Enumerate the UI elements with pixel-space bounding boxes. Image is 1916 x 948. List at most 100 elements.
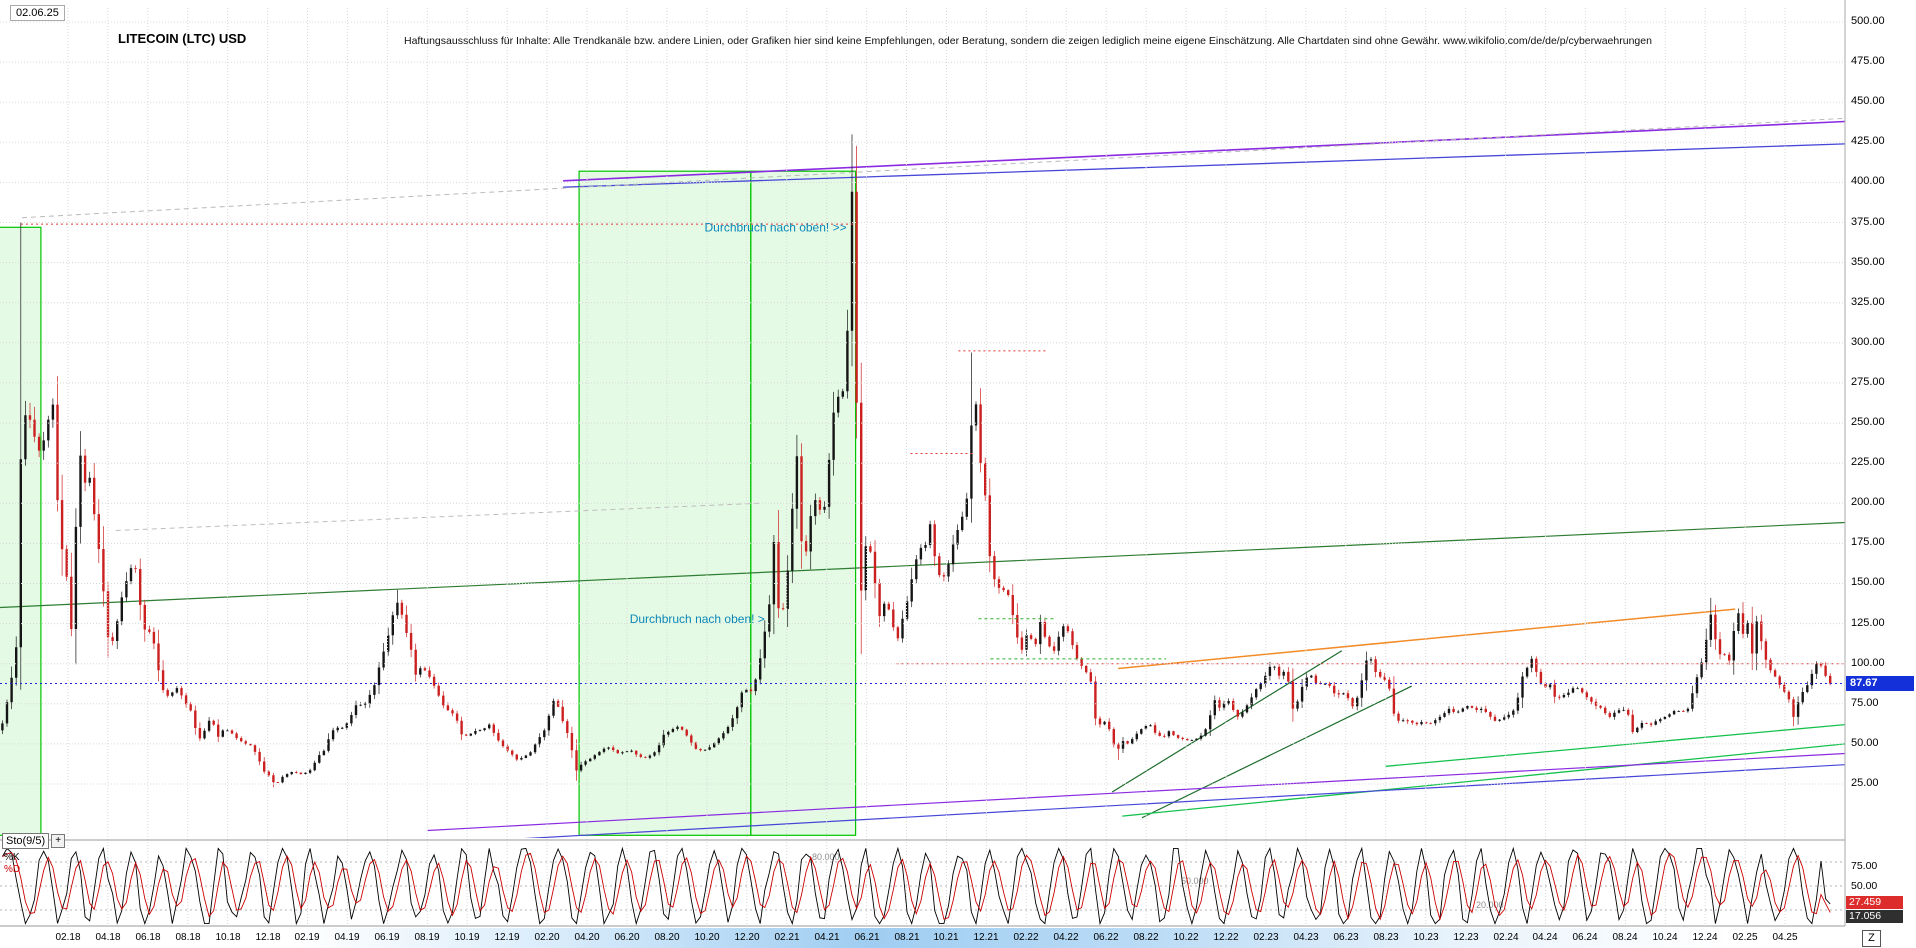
date-axis-label: 02.24 bbox=[1493, 932, 1519, 943]
trendline-green-long[interactable] bbox=[0, 521, 1845, 609]
zoom-reset-button[interactable]: Z bbox=[1862, 930, 1881, 947]
date-axis-label: 06.23 bbox=[1333, 932, 1359, 943]
price-axis-label: 275.00 bbox=[1851, 376, 1885, 388]
trendline-darkgreen-steep-2[interactable] bbox=[1141, 685, 1412, 819]
price-axis-label: 400.00 bbox=[1851, 175, 1885, 187]
price-axis-label: 50.00 bbox=[1851, 737, 1879, 749]
date-axis-label: 04.18 bbox=[95, 932, 121, 943]
date-axis-label: 06.19 bbox=[374, 932, 400, 943]
highlight-box-2020-accumulation bbox=[578, 170, 752, 836]
trendline-violet-upper[interactable] bbox=[563, 120, 1845, 182]
date-axis-label: 04.22 bbox=[1053, 932, 1079, 943]
date-axis-label: 04.24 bbox=[1532, 932, 1558, 943]
date-axis-label: 02.20 bbox=[534, 932, 560, 943]
date-axis-label: 10.19 bbox=[454, 932, 480, 943]
stochastic-axis-label: 75.00 bbox=[1851, 860, 1878, 872]
stochastic-d-value-badge: 17.056 bbox=[1846, 910, 1903, 923]
support-brightgreen-2[interactable] bbox=[1385, 723, 1845, 767]
price-axis-label: 450.00 bbox=[1851, 95, 1885, 107]
stochastic-k-value-badge: 27.459 bbox=[1846, 896, 1903, 909]
date-axis-label: 08.23 bbox=[1373, 932, 1399, 943]
price-axis-label: 25.00 bbox=[1851, 777, 1879, 789]
date-stamp: 02.06.25 bbox=[10, 5, 65, 21]
price-axis-label: 225.00 bbox=[1851, 456, 1885, 468]
price-axis-label: 250.00 bbox=[1851, 416, 1885, 428]
date-axis-label: 06.24 bbox=[1572, 932, 1598, 943]
date-axis-label: 08.22 bbox=[1133, 932, 1159, 943]
stochastic-k-line bbox=[2, 846, 1831, 926]
price-axis-label: 425.00 bbox=[1851, 135, 1885, 147]
date-axis-label: 10.23 bbox=[1413, 932, 1439, 943]
candle-wicks-down bbox=[29, 145, 1831, 788]
current-price-marker: 87.67 bbox=[1846, 676, 1914, 691]
candlestick-series-down bbox=[28, 191, 1832, 783]
price-axis-label: 100.00 bbox=[1851, 657, 1885, 669]
price-axis-label: 325.00 bbox=[1851, 296, 1885, 308]
highlight-box-2021-runup bbox=[750, 170, 857, 836]
price-axis[interactable]: 500.00 475.00 450.00 425.00 400.00 375.00 350.… bbox=[1846, 0, 1916, 948]
indicator-settings-icon[interactable]: + bbox=[51, 834, 66, 848]
stochastic-header: Sto(9/5) + bbox=[2, 833, 66, 849]
date-axis-label: 02.25 bbox=[1732, 932, 1758, 943]
price-axis-label: 200.00 bbox=[1851, 496, 1885, 508]
date-axis-label: 12.23 bbox=[1453, 932, 1479, 943]
stochastic-guide-label: 50.000 bbox=[1181, 876, 1209, 886]
date-axis-scrollbar[interactable]: 02.18 04.18 06.18 08.18 10.18 12.18 02.19 04.19… bbox=[0, 928, 1845, 948]
date-axis-label: 02.22 bbox=[1013, 932, 1039, 943]
stochastic-axis-label: 50.00 bbox=[1851, 880, 1878, 892]
support-violet-long[interactable] bbox=[427, 752, 1845, 832]
date-axis-label: 06.20 bbox=[614, 932, 640, 943]
price-axis-label: 150.00 bbox=[1851, 576, 1885, 588]
date-axis-label: 10.21 bbox=[933, 932, 959, 943]
current-price-value: 87.67 bbox=[1850, 677, 1878, 689]
trendline-darkgreen-steep-1[interactable] bbox=[1111, 650, 1343, 793]
date-axis-label: 08.20 bbox=[654, 932, 680, 943]
date-axis-label: 04.25 bbox=[1772, 932, 1798, 943]
gridlines bbox=[0, 8, 1845, 926]
date-axis-label: 12.19 bbox=[494, 932, 520, 943]
date-axis-label: 12.20 bbox=[734, 932, 760, 943]
plot-area[interactable] bbox=[0, 117, 1845, 840]
percent-k-label: %K bbox=[4, 852, 20, 863]
percent-d-label: %D bbox=[4, 864, 21, 875]
date-axis-label: 04.21 bbox=[814, 932, 840, 943]
date-axis-label: 02.23 bbox=[1253, 932, 1279, 943]
date-axis-label: 04.23 bbox=[1293, 932, 1319, 943]
date-axis-label: 02.19 bbox=[294, 932, 320, 943]
trendline-orange[interactable] bbox=[1118, 608, 1736, 670]
price-axis-label: 475.00 bbox=[1851, 55, 1885, 67]
price-axis-label: 75.00 bbox=[1851, 697, 1879, 709]
date-axis-label: 08.21 bbox=[894, 932, 920, 943]
support-blue-long[interactable] bbox=[497, 764, 1845, 840]
date-axis-label: 02.21 bbox=[774, 932, 800, 943]
date-axis-label: 06.22 bbox=[1093, 932, 1119, 943]
price-axis-label: 375.00 bbox=[1851, 216, 1885, 228]
date-axis-label: 06.21 bbox=[854, 932, 880, 943]
date-axis-label: 10.18 bbox=[215, 932, 241, 943]
disclaimer-text: Haftungsausschluss für Inhalte: Alle Tre… bbox=[404, 35, 1652, 47]
date-axis-label: 08.19 bbox=[414, 932, 440, 943]
trendline-blue-upper[interactable] bbox=[563, 143, 1845, 188]
breakout-annotation: Durchbruch nach oben! >> bbox=[704, 220, 846, 234]
support-brightgreen-1[interactable] bbox=[1122, 743, 1845, 817]
date-axis-label: 04.20 bbox=[574, 932, 600, 943]
price-axis-label: 175.00 bbox=[1851, 536, 1885, 548]
breakout-annotation: Durchbruch nach oben! > bbox=[630, 612, 765, 626]
stochastic-d-line bbox=[2, 852, 1831, 921]
date-axis-label: 06.18 bbox=[135, 932, 161, 943]
date-axis-label: 10.24 bbox=[1652, 932, 1678, 943]
date-axis-label: 10.20 bbox=[694, 932, 720, 943]
resistance-dashed-gray-upper[interactable] bbox=[21, 117, 1845, 219]
date-axis-label: 08.18 bbox=[175, 932, 201, 943]
price-axis-label: 350.00 bbox=[1851, 256, 1885, 268]
candlestick-series-up bbox=[1, 191, 1818, 783]
date-axis-label: 12.21 bbox=[973, 932, 999, 943]
price-axis-label: 300.00 bbox=[1851, 336, 1885, 348]
date-axis-label: 04.19 bbox=[334, 932, 360, 943]
stochastic-guide-label: 80.000 bbox=[812, 852, 840, 862]
date-axis-label: 02.18 bbox=[55, 932, 81, 943]
date-axis-label: 12.22 bbox=[1213, 932, 1239, 943]
stochastic-indicator-label[interactable]: Sto(9/5) bbox=[2, 833, 50, 849]
